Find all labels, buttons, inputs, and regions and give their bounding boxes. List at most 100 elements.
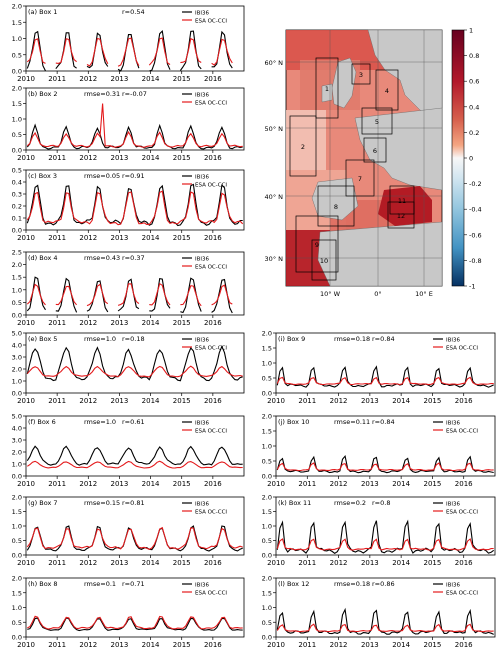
panel-e: 0.0 1.0 2.0 3.0 4.0 5.0 2010 2011 2012 2013 2014 20… — [12, 330, 245, 405]
x-tick-label: 2012 — [79, 75, 97, 83]
series-line-ibi — [276, 454, 494, 474]
y-tick-label: 2.0 — [12, 449, 22, 457]
y-tick-label: 2.0 — [12, 575, 22, 583]
colorbar-tick-label: 0.6 — [469, 78, 479, 86]
legend-label-esa: ESA OC-CCI — [195, 346, 227, 352]
y-tick-label: 0.5 — [262, 619, 272, 627]
legend-label-ibi: IBI36 — [195, 583, 210, 589]
r-value: r=0.54 — [122, 8, 145, 16]
region-box — [295, 215, 339, 273]
x-tick-label: 2015 — [173, 75, 191, 83]
x-tick-label: 2015 — [424, 641, 442, 649]
legend-label-ibi: IBI36 — [195, 421, 210, 427]
series-line-ibi — [26, 344, 243, 382]
series-line-esa — [276, 376, 494, 386]
x-tick-label: 2011 — [48, 75, 66, 83]
colorbar-tick-label: 0.4 — [469, 103, 479, 111]
panel-label: (k) Box 11 — [278, 499, 311, 507]
series-line-esa — [180, 37, 202, 64]
panel-label: (g) Box 7 — [28, 499, 58, 507]
panel-g: 0.0 0.5 1.0 1.5 2.0 2010 2011 2012 2013 2014 2015 2… — [12, 494, 245, 567]
series-line-esa — [26, 190, 244, 226]
series-line-ibi — [26, 445, 243, 466]
y-tick-label: 2.0 — [12, 3, 22, 11]
y-tick-label: 1.0 — [12, 35, 22, 43]
x-tick-label: 2016 — [204, 397, 222, 405]
region-box — [375, 69, 399, 111]
y-tick-label: 1.0 — [262, 604, 272, 612]
y-tick-label: 5.0 — [12, 330, 22, 338]
y-tick-label: 0.5 — [12, 51, 22, 59]
y-tick-label: 2.0 — [12, 366, 22, 374]
land-mass — [321, 83, 333, 103]
x-tick-label: 2012 — [330, 397, 348, 405]
panel-label: (l) Box 12 — [278, 580, 309, 588]
x-tick-label: 2014 — [142, 154, 160, 162]
panel-label: (f) Box 6 — [28, 418, 56, 426]
series-line-ibi — [86, 280, 109, 313]
y-tick-label: 0.0 — [262, 634, 272, 642]
legend-label-esa: ESA OC-CCI — [195, 265, 227, 271]
panel-l: 0.0 0.5 1.0 1.5 2.0 2010 2011 2012 2013 2014 2015 2… — [262, 575, 496, 649]
y-tick-label: 0.0 — [262, 390, 272, 398]
y-tick-label: 0.0 — [262, 473, 272, 481]
series-line-esa — [26, 103, 243, 148]
x-tick-label: 2010 — [17, 234, 35, 242]
x-tick-label: 2012 — [330, 641, 348, 649]
panel-b: 0.0 0.5 1.0 1.5 2.0 2010 2011 2012 2013 2014 2015 2… — [12, 85, 245, 162]
y-tick-label: 0.3 — [12, 191, 22, 199]
lat-label: 30° N — [265, 255, 284, 263]
x-tick-label: 2011 — [298, 480, 316, 488]
panel-k: 0.0 0.5 1.0 1.5 2.0 2010 2011 2012 2013 2014 2015 2… — [262, 494, 496, 567]
series-line-ibi — [179, 30, 202, 71]
rmse-value: rmse=0.18 — [334, 335, 370, 343]
y-tick-label: 0.0 — [12, 390, 22, 398]
panel-frame — [25, 496, 245, 556]
series-line-ibi — [276, 607, 494, 635]
x-tick-label: 2012 — [79, 641, 97, 649]
region-box — [361, 107, 393, 135]
x-tick-label: 2014 — [392, 480, 410, 488]
series-line-ibi — [211, 30, 233, 69]
series-line-esa — [26, 365, 243, 378]
r-value: r=0.91 — [122, 172, 145, 180]
x-tick-label: 2016 — [204, 559, 222, 567]
x-tick-label: 2016 — [455, 641, 473, 649]
x-tick-label: 2014 — [392, 559, 410, 567]
x-tick-label: 2015 — [424, 559, 442, 567]
series-line-esa — [26, 460, 243, 469]
series-line-esa — [276, 538, 494, 551]
series-line-esa — [211, 38, 233, 66]
series-line-ibi — [276, 365, 494, 388]
r-value: r=0.37 — [122, 254, 145, 262]
x-tick-label: 2012 — [79, 319, 97, 327]
colorbar-tick-label: 1 — [469, 27, 473, 35]
y-tick-label: 1.0 — [12, 523, 22, 531]
y-tick-label: 0.0 — [12, 634, 22, 642]
colorbar-tick-label: 0.8 — [469, 52, 479, 60]
colorbar — [451, 29, 465, 287]
y-tick-label: 2.5 — [12, 249, 22, 257]
region-box-label: 4 — [385, 87, 389, 95]
y-tick-label: 1.0 — [12, 286, 22, 294]
y-tick-label: 2.0 — [12, 261, 22, 269]
legend-label-esa: ESA OC-CCI — [195, 183, 227, 189]
x-tick-label: 2012 — [79, 559, 97, 567]
series-line-esa — [86, 283, 109, 307]
series-line-esa — [86, 37, 109, 67]
rmse-value: rmse=0.15 — [84, 499, 120, 507]
r-value: r=0.84 — [372, 335, 395, 343]
colorbar-tick-label: -0.4 — [469, 206, 482, 214]
region-box — [289, 115, 317, 177]
region-box-label: 1 — [325, 85, 329, 93]
rmse-value: rmse=0.11 — [334, 418, 370, 426]
series-line-esa — [276, 462, 494, 472]
x-tick-label: 2010 — [17, 480, 35, 488]
series-line-esa — [180, 285, 202, 307]
x-tick-label: 2010 — [267, 641, 285, 649]
series-line-ibi — [149, 277, 171, 312]
series-line-esa — [148, 37, 171, 66]
series-line-esa — [26, 283, 46, 306]
y-tick-label: 0.1 — [12, 215, 22, 223]
